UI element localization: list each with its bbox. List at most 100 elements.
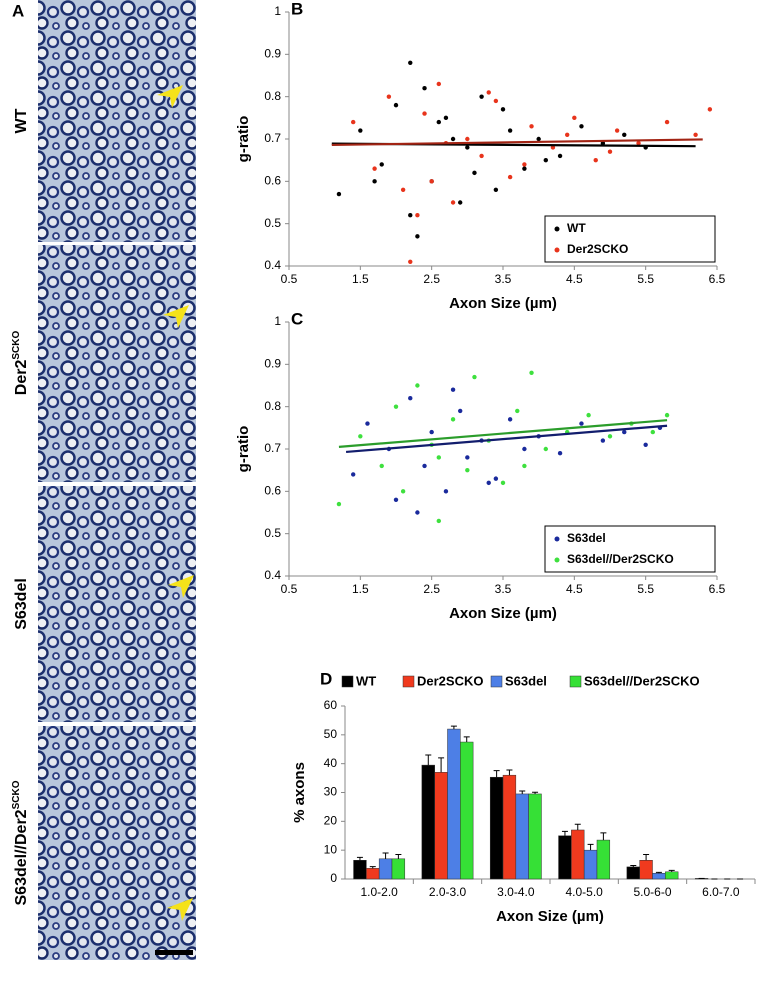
label-text: S63del//Der2 bbox=[13, 809, 30, 905]
bar bbox=[596, 839, 611, 880]
point bbox=[351, 119, 356, 125]
point bbox=[529, 370, 534, 375]
error-bar bbox=[587, 843, 594, 851]
arrowhead bbox=[168, 575, 194, 598]
y-tick-label: 1 bbox=[274, 314, 281, 328]
error-bar bbox=[630, 864, 637, 867]
point bbox=[522, 463, 527, 469]
y-axis-label: g-ratio bbox=[235, 426, 252, 473]
label-text: Der2 bbox=[13, 360, 30, 396]
point bbox=[393, 497, 399, 502]
point bbox=[600, 438, 606, 443]
micrograph-label: S63del bbox=[13, 578, 30, 630]
arrowhead bbox=[167, 898, 193, 921]
point bbox=[400, 489, 406, 494]
error-bar bbox=[532, 791, 539, 794]
label-superscript: SCKO bbox=[11, 331, 22, 360]
error-bar bbox=[463, 736, 470, 743]
bar bbox=[421, 764, 435, 880]
x-tick-label: 3.0-4.0 bbox=[497, 885, 535, 899]
error-bar bbox=[519, 790, 526, 794]
point bbox=[379, 463, 384, 469]
point bbox=[408, 213, 413, 218]
bar bbox=[515, 793, 529, 880]
point bbox=[557, 153, 563, 159]
bar bbox=[528, 793, 542, 880]
legend-label: WT bbox=[567, 221, 586, 235]
trendline bbox=[331, 138, 703, 147]
legend-swatch bbox=[569, 675, 582, 688]
micrograph-label: Der2SCKO bbox=[11, 331, 31, 396]
point bbox=[522, 446, 527, 452]
point bbox=[479, 153, 484, 159]
bar bbox=[583, 849, 598, 880]
y-tick-label: 0.4 bbox=[264, 258, 281, 272]
y-tick-label: 0.7 bbox=[264, 131, 281, 145]
bar bbox=[366, 868, 380, 880]
point bbox=[450, 200, 456, 205]
point bbox=[465, 145, 470, 150]
bar bbox=[652, 872, 666, 880]
point bbox=[664, 119, 670, 125]
x-tick-label: 1.5 bbox=[352, 272, 369, 286]
x-tick-label: 6.0-7.0 bbox=[702, 885, 740, 899]
error-bar bbox=[561, 830, 568, 836]
panel-label: A bbox=[12, 1, 24, 20]
point bbox=[415, 510, 420, 515]
x-tick-label: 4.5 bbox=[566, 582, 583, 596]
bar bbox=[353, 860, 367, 880]
scale-bar bbox=[155, 950, 193, 955]
error-bar bbox=[600, 832, 607, 841]
x-axis-label: Axon Size (µm) bbox=[496, 908, 604, 925]
point bbox=[415, 234, 420, 239]
x-tick-label: 1.0-2.0 bbox=[360, 885, 398, 899]
trendline bbox=[345, 424, 668, 454]
point bbox=[507, 417, 513, 422]
y-tick-label: 0.7 bbox=[264, 441, 281, 455]
x-tick-label: 3.5 bbox=[495, 582, 512, 596]
panel-label: D bbox=[320, 669, 332, 688]
point bbox=[500, 107, 506, 112]
micrograph bbox=[38, 0, 196, 242]
point bbox=[351, 472, 356, 477]
x-tick-label: 2.5 bbox=[423, 272, 440, 286]
legend-label: S63del//Der2SCKO bbox=[567, 552, 674, 566]
trendline bbox=[338, 419, 668, 448]
point bbox=[408, 60, 413, 65]
bar bbox=[434, 772, 448, 880]
x-tick-label: 5.0-6-0 bbox=[633, 885, 671, 899]
error-bar bbox=[655, 871, 662, 874]
point bbox=[664, 412, 670, 418]
micrograph-label: S63del//Der2SCKO bbox=[11, 780, 31, 905]
point bbox=[465, 467, 470, 473]
x-tick-label: 4.0-5.0 bbox=[565, 885, 603, 899]
label-superscript: SCKO bbox=[11, 780, 22, 809]
error-bar bbox=[438, 757, 445, 773]
legend-box bbox=[544, 215, 716, 263]
point bbox=[579, 124, 584, 129]
point bbox=[614, 128, 620, 133]
error-bar bbox=[356, 856, 363, 861]
point bbox=[507, 174, 513, 180]
panel-label: B bbox=[291, 0, 303, 18]
panel-label: C bbox=[291, 309, 303, 328]
micrograph bbox=[38, 486, 196, 722]
point bbox=[450, 417, 456, 422]
x-tick-label: 2.0-3.0 bbox=[429, 885, 467, 899]
error-bar bbox=[643, 853, 650, 861]
legend-swatch bbox=[402, 675, 415, 688]
point bbox=[693, 132, 698, 137]
point bbox=[408, 396, 413, 401]
point bbox=[600, 141, 606, 146]
bar bbox=[378, 858, 393, 880]
point bbox=[458, 200, 463, 205]
bar bbox=[502, 774, 517, 880]
legend-label: Der2SCKO bbox=[567, 242, 628, 256]
bar bbox=[489, 776, 504, 880]
x-tick-label: 0.5 bbox=[281, 272, 298, 286]
point bbox=[707, 107, 713, 112]
x-axis-label: Axon Size (µm) bbox=[449, 295, 557, 312]
point bbox=[607, 434, 613, 439]
micrograph bbox=[38, 726, 196, 960]
